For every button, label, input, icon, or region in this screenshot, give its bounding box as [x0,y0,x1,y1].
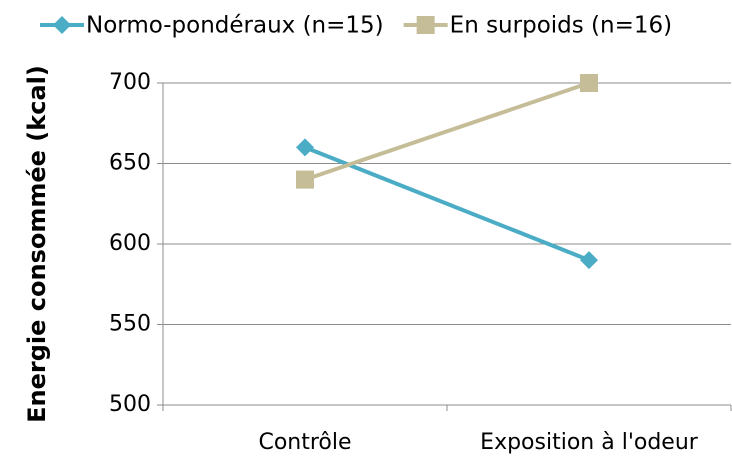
y-tick-label: 550 [109,312,151,337]
line [304,145,590,262]
legend-label: En surpoids (n=16) [450,13,672,39]
y-axis-label: Energie consommée (kcal) [23,65,51,423]
x-tick-label: Exposition à l'odeur [480,430,699,455]
marker [53,16,71,34]
legend-label: Normo-pondéraux (n=15) [86,13,384,39]
marker [580,251,598,270]
y-tick-label: 500 [109,392,151,417]
marker [296,138,314,157]
marker [580,74,598,92]
x-tick-label: Contrôle [258,430,351,455]
marker [296,170,314,189]
y-tick-label: 600 [109,231,151,256]
y-tick-label: 650 [109,151,151,176]
marker [416,16,435,34]
y-tick-label: 700 [109,70,151,95]
line [304,81,590,182]
